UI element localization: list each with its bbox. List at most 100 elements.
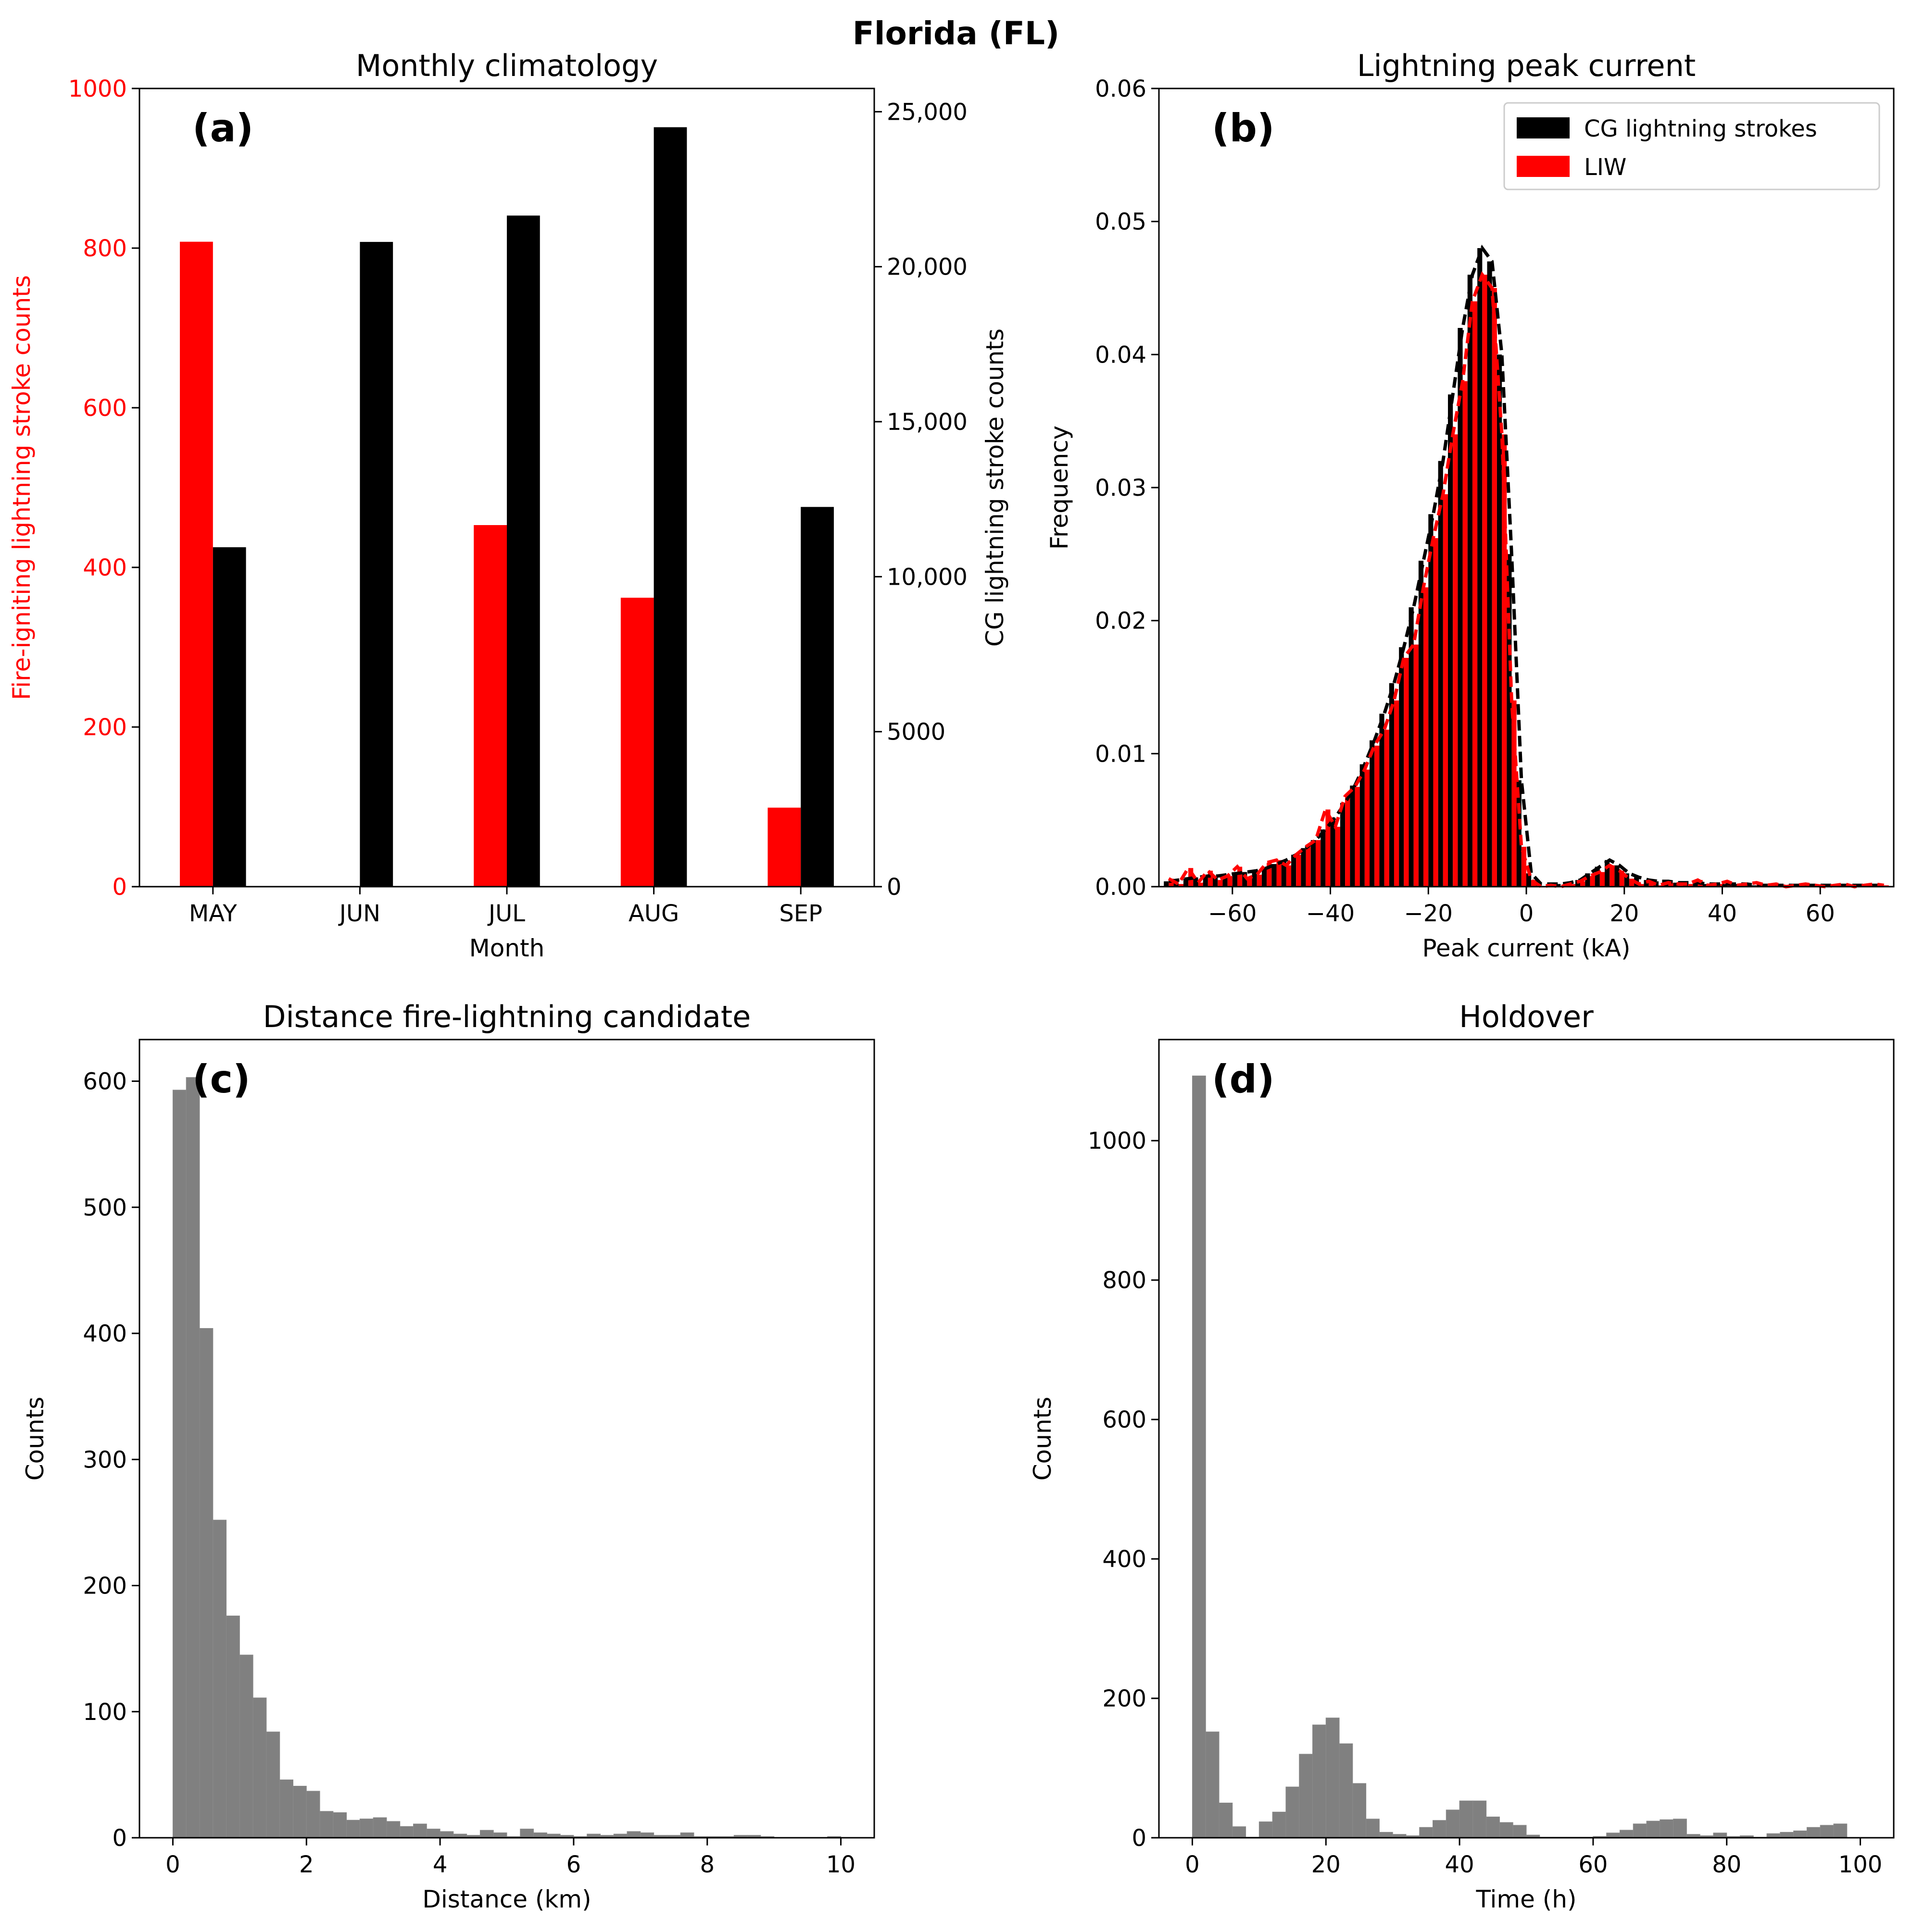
histogram-bar-c <box>292 1785 307 1838</box>
histogram-bar-c <box>533 1832 547 1838</box>
bar-cg-strokes <box>1487 261 1492 887</box>
y-tick-label-b: 0.06 <box>1095 75 1146 102</box>
y-tick-label-a: 400 <box>83 554 127 581</box>
histogram-bar-d <box>1219 1803 1233 1838</box>
bar-liw <box>1394 700 1399 887</box>
histogram-bar-d <box>1660 1819 1674 1838</box>
y-axis-label-c: Counts <box>21 1397 49 1481</box>
bar-cg-strokes <box>1291 854 1296 887</box>
x-tick-label-a: SEP <box>779 900 822 927</box>
bar-liw <box>1639 884 1644 887</box>
bar-cg-strokes <box>1379 714 1384 887</box>
histogram-bar-c <box>413 1823 427 1838</box>
histogram-bar-c <box>199 1328 214 1838</box>
histogram-bar-c <box>520 1829 534 1838</box>
bar-cg-strokes <box>1203 876 1208 887</box>
histogram-bar-d <box>1499 1822 1513 1838</box>
y-tick-label-d: 600 <box>1102 1406 1146 1433</box>
histogram-bar-c <box>252 1697 267 1838</box>
histogram-bar-c <box>172 1090 187 1838</box>
y-tick-label-d: 400 <box>1102 1546 1146 1573</box>
bar-liw <box>1482 275 1487 887</box>
histogram-bar-c <box>186 1077 200 1838</box>
y-tick-label-c: 200 <box>83 1573 127 1600</box>
bar-liw <box>1502 434 1507 887</box>
bar-cg-strokes <box>1222 875 1228 887</box>
x-tick-label-c: 6 <box>566 1851 581 1878</box>
y-tick-label-a: 600 <box>83 395 127 422</box>
y2-tick-label-a: 10,000 <box>887 564 968 590</box>
bar-liw <box>1688 884 1693 887</box>
bar-cg-strokes <box>1624 873 1629 887</box>
bar-cg-strokes <box>1389 683 1394 887</box>
bar-cg-strokes <box>1526 873 1532 887</box>
panel-title-d: Holdover <box>1459 999 1594 1034</box>
y-tick-label-d: 200 <box>1102 1685 1146 1712</box>
bar-cg-strokes <box>1604 860 1610 887</box>
histogram-bar-d <box>1780 1832 1794 1838</box>
histogram-bar-d <box>1633 1823 1647 1838</box>
y-tick-label-b: 0.01 <box>1095 740 1146 767</box>
y-tick-label-b: 0.05 <box>1095 209 1146 236</box>
bar-liw <box>1413 644 1419 887</box>
bar-cg-strokes <box>1497 354 1502 887</box>
legend-swatch-cg <box>1517 117 1570 138</box>
panel-b-peak-current: −60 −40 −20 0 20 40 60 0.00 0.01 0.02 0.03 0.04 0.05… <box>1045 48 1895 962</box>
histogram-bar-d <box>1433 1820 1447 1838</box>
bar-liw <box>1443 494 1448 887</box>
bar-liw <box>1619 870 1624 887</box>
bar-cg-strokes <box>1271 864 1277 887</box>
histogram-bar-c <box>266 1731 280 1838</box>
y2-tick-label-a: 5000 <box>887 719 945 746</box>
y-tick-label-a: 0 <box>112 874 127 901</box>
x-tick-label-c: 2 <box>299 1851 314 1878</box>
bar-fire-jul <box>474 525 507 887</box>
x-tick-label-c: 8 <box>700 1851 715 1878</box>
x-tick-label-b: 40 <box>1708 900 1737 927</box>
histogram-bar-d <box>1272 1811 1286 1838</box>
histogram-bar-d <box>1673 1819 1687 1838</box>
histogram-bar-c <box>479 1830 494 1838</box>
bar-cg-aug <box>654 127 687 887</box>
histogram-bar-c <box>640 1832 654 1838</box>
histogram-bar-d <box>1446 1809 1460 1838</box>
x-tick-label-d: 20 <box>1311 1851 1341 1878</box>
bar-cg-strokes <box>1340 803 1346 887</box>
y-tick-label-c: 600 <box>83 1068 127 1095</box>
bar-liw <box>1384 729 1389 887</box>
bar-liw <box>1325 809 1331 887</box>
histogram-bar-c <box>346 1819 360 1838</box>
bar-liw <box>1267 863 1272 887</box>
histogram-bar-c <box>386 1821 401 1838</box>
histogram-bar-c <box>319 1811 334 1838</box>
x-axis-label-c: Distance (km) <box>422 1885 591 1913</box>
bar-liw <box>1335 827 1340 887</box>
histogram-bar-d <box>1646 1820 1660 1838</box>
histogram-bar-d <box>1820 1825 1834 1838</box>
histogram-bar-c <box>306 1791 320 1838</box>
bar-liw <box>1453 434 1458 887</box>
bar-cg-strokes <box>1213 876 1218 887</box>
bar-liw <box>1629 878 1635 887</box>
figure-title: Florida (FL) <box>853 15 1059 52</box>
density-line-liw <box>1168 271 1885 889</box>
x-tick-label-b: −40 <box>1306 900 1355 927</box>
histogram-bar-d <box>1232 1826 1246 1838</box>
x-axis-label-b: Peak current (kA) <box>1422 934 1630 962</box>
x-tick-label-c: 4 <box>433 1851 448 1878</box>
panel-title-c: Distance fire-lightning candidate <box>263 999 751 1034</box>
bar-liw <box>1472 301 1478 887</box>
histogram-bar-d <box>1379 1832 1393 1838</box>
bar-cg-strokes <box>1556 884 1561 887</box>
plot-frame-b <box>1158 88 1895 888</box>
legend-swatch-liw <box>1517 156 1570 177</box>
x-tick-label-d: 40 <box>1445 1851 1474 1878</box>
y2-tick-label-a: 25,000 <box>887 99 968 125</box>
bar-cg-strokes <box>1183 878 1189 887</box>
bar-liw <box>1276 860 1282 887</box>
panel-letter-d: (d) <box>1212 1057 1274 1102</box>
y-tick-label-c: 500 <box>83 1194 127 1221</box>
x-tick-label-d: 0 <box>1185 1851 1200 1878</box>
legend-label-liw: LIW <box>1584 154 1626 181</box>
